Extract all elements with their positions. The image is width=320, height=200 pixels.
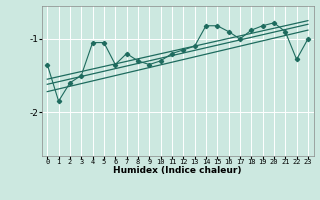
- X-axis label: Humidex (Indice chaleur): Humidex (Indice chaleur): [113, 166, 242, 175]
